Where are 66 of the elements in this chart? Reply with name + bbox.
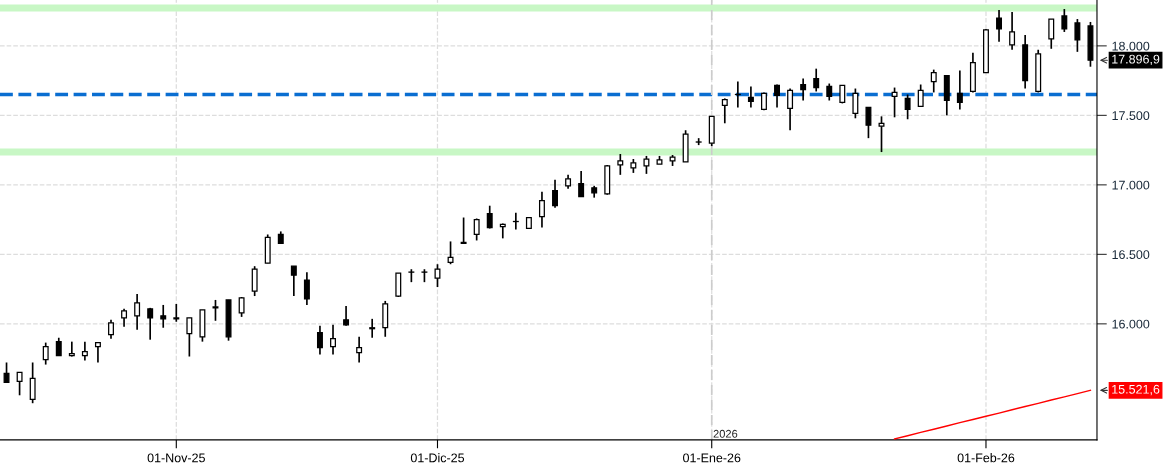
candlestick	[447, 240, 454, 266]
candlestick	[800, 77, 807, 102]
candlestick	[382, 300, 389, 338]
candlestick	[290, 265, 297, 297]
candlestick	[891, 86, 898, 119]
candlestick	[787, 87, 794, 132]
candlestick	[251, 265, 258, 297]
x-tick-label: 01-Nov-25	[147, 453, 205, 463]
candlestick	[917, 83, 924, 108]
candlestick	[930, 68, 937, 94]
text: 15.521,6	[1112, 384, 1160, 396]
candlestick	[186, 317, 193, 358]
candlestick	[134, 293, 141, 331]
candlestick	[1048, 18, 1055, 50]
y-tick-label: 18.000	[1112, 41, 1150, 51]
y-tick-label: 16.500	[1112, 250, 1150, 259]
candlestick	[330, 323, 336, 356]
candlestick	[108, 318, 114, 340]
candlestick	[1009, 11, 1016, 51]
candlestick	[460, 216, 467, 245]
candlestick	[16, 371, 23, 397]
text: 17.896,9	[1112, 54, 1160, 66]
y-tick-label: 17.500	[1112, 111, 1150, 121]
candlestick	[316, 324, 323, 356]
candlestick	[369, 318, 376, 339]
candlestick	[303, 271, 310, 306]
candlestick	[94, 341, 101, 364]
y-tick-label: 17.000	[1112, 180, 1150, 190]
candlestick	[617, 153, 624, 176]
ref-line-label: 2026	[713, 429, 738, 438]
candlestick	[1074, 18, 1081, 53]
x-tick-label: 01-Feb-26	[957, 453, 1015, 463]
candlestick	[878, 115, 885, 153]
candlestick	[734, 80, 741, 109]
candlestick	[747, 85, 754, 109]
candlestick	[956, 69, 963, 111]
candlestick	[1061, 8, 1068, 33]
candlestick	[721, 97, 728, 125]
candlestick	[343, 305, 350, 327]
candlestick	[865, 106, 872, 139]
x-tick-label: 01-Dic-25	[410, 453, 465, 463]
candlestick	[3, 361, 10, 384]
candlestick	[212, 299, 219, 322]
candlestick	[538, 190, 545, 229]
candlestick	[29, 361, 36, 405]
candlestick	[68, 340, 75, 358]
candlestick	[904, 93, 911, 121]
candlestick	[173, 303, 180, 323]
candlestick	[996, 9, 1003, 43]
y-tick-label: 16.000	[1112, 319, 1150, 329]
candlestick	[434, 263, 441, 288]
candlestick	[160, 304, 167, 329]
candlestick	[147, 307, 154, 341]
candlestick	[552, 179, 558, 209]
candlestick	[81, 340, 88, 362]
candlestick	[238, 296, 245, 318]
candlestick	[578, 170, 585, 198]
line-series	[893, 389, 1092, 440]
candlestick	[813, 67, 820, 93]
candlestick	[512, 211, 519, 231]
candlestick	[473, 217, 480, 242]
x-tick-label: 01-Ene-26	[683, 453, 741, 463]
candlestick	[356, 335, 363, 364]
candlestick	[499, 222, 506, 240]
candlestick	[852, 87, 859, 120]
candlestick	[42, 341, 49, 366]
